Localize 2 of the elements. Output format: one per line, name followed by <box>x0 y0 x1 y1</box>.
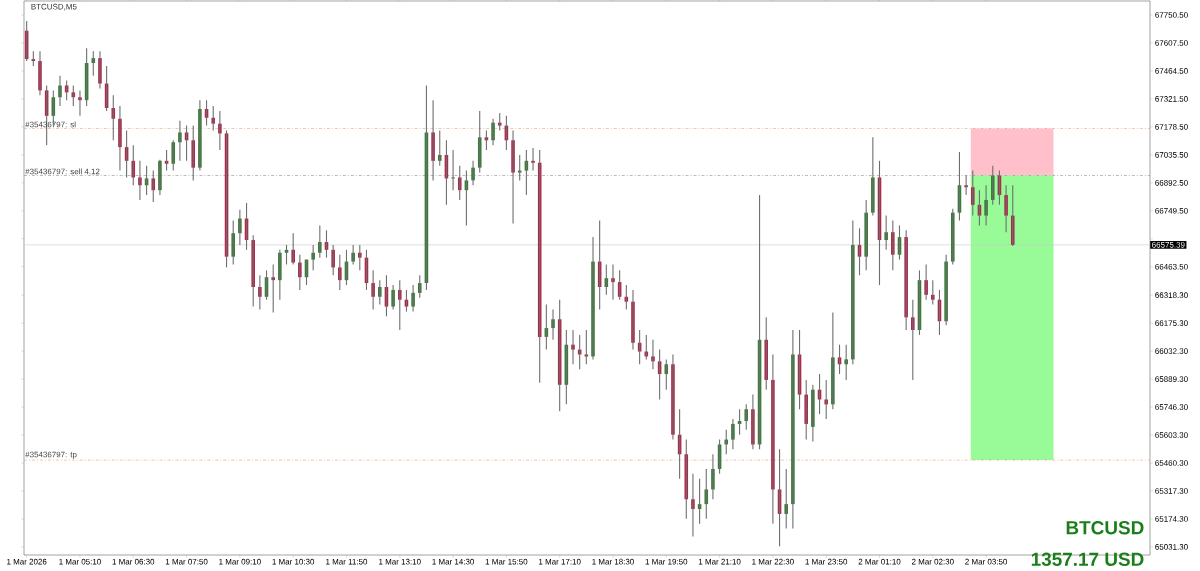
annotation: 1357.17 USD <box>1031 552 1144 566</box>
annotation: BTCUSD <box>1066 521 1144 535</box>
